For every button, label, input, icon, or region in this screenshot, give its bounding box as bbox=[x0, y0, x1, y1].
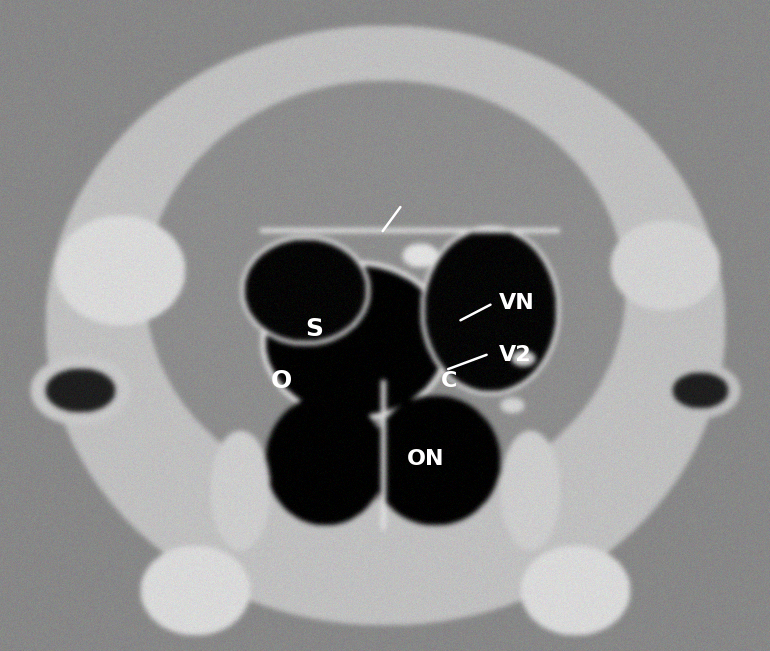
Text: S: S bbox=[305, 317, 323, 340]
Text: VN: VN bbox=[499, 293, 534, 312]
Text: O: O bbox=[270, 369, 292, 393]
Text: ON: ON bbox=[407, 449, 444, 469]
Text: V2: V2 bbox=[499, 345, 531, 365]
Text: C: C bbox=[440, 371, 457, 391]
